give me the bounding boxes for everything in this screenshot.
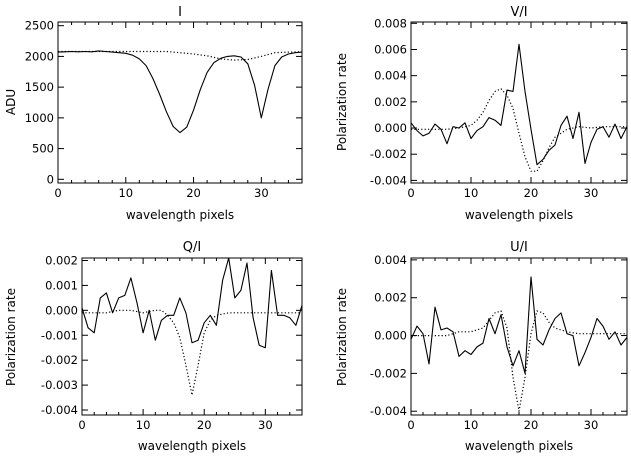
y-axis-label: Polarization rate xyxy=(335,288,349,386)
x-tick-label: 20 xyxy=(524,186,539,200)
y-tick-label: 0.004 xyxy=(374,69,407,83)
y-tick-label: 500 xyxy=(32,142,54,156)
observed-line xyxy=(57,50,303,134)
observed-line xyxy=(410,276,628,374)
observed-line xyxy=(81,257,303,349)
y-tick-label: 0.004 xyxy=(374,253,407,267)
x-axis-label: wavelength pixels xyxy=(138,439,246,453)
y-tick-label: 1000 xyxy=(25,111,54,125)
x-tick-label: 0 xyxy=(78,418,85,432)
panel-q-over-i: Q/I wavelength pixels Polarization rate … xyxy=(4,240,303,453)
plot-frame xyxy=(410,257,628,416)
observed-line xyxy=(410,43,628,166)
y-tick-label: 1500 xyxy=(25,80,54,94)
y-tick-label: -0.002 xyxy=(41,353,78,367)
y-tick-label: 0.001 xyxy=(45,278,78,292)
x-tick-label: 20 xyxy=(197,418,212,432)
y-axis-label: ADU xyxy=(4,89,18,115)
panel-title: V/I xyxy=(510,5,527,20)
y-tick-label: -0.004 xyxy=(370,404,407,418)
panel-title: Q/I xyxy=(183,240,201,255)
y-tick-label: 0.002 xyxy=(374,291,407,305)
panel-intensity: I wavelength pixels ADU 0 10 20 30 0 500 1000 1… xyxy=(4,5,303,222)
x-tick-label: 30 xyxy=(584,186,599,200)
y-tick-label: 0 xyxy=(47,172,54,186)
y-tick-label: 2500 xyxy=(25,19,54,33)
y-tick-label: 0.002 xyxy=(45,253,78,267)
y-tick-label: 0.000 xyxy=(374,121,407,135)
model-line xyxy=(411,88,627,172)
model-line xyxy=(411,310,627,412)
x-tick-label: 20 xyxy=(186,186,201,200)
x-tick-label: 30 xyxy=(254,186,269,200)
y-tick-label: 0.000 xyxy=(45,303,78,317)
x-tick-label: 10 xyxy=(464,418,479,432)
y-tick-label: -0.002 xyxy=(370,366,407,380)
x-axis-label: wavelength pixels xyxy=(465,208,573,222)
model-line xyxy=(82,309,302,396)
model-line xyxy=(58,50,303,61)
x-tick-label: 10 xyxy=(118,186,133,200)
x-tick-label: 30 xyxy=(584,418,599,432)
panel-title: U/I xyxy=(510,240,528,255)
y-axis-label: Polarization rate xyxy=(4,288,18,386)
x-axis-label: wavelength pixels xyxy=(465,439,573,453)
x-tick-label: 30 xyxy=(258,418,273,432)
panel-v-over-i: V/I wavelength pixels Polarization rate … xyxy=(335,5,628,222)
x-tick-label: 0 xyxy=(407,186,414,200)
y-tick-label: 0.006 xyxy=(374,42,407,56)
y-tick-label: 2000 xyxy=(25,49,54,63)
x-tick-label: 20 xyxy=(524,418,539,432)
y-tick-label: -0.004 xyxy=(370,173,407,187)
x-tick-label: 10 xyxy=(464,186,479,200)
y-tick-label: 0.000 xyxy=(374,329,407,343)
panel-u-over-i: U/I wavelength pixels Polarization rate … xyxy=(335,240,628,453)
plot-frame xyxy=(81,257,303,416)
x-tick-label: 0 xyxy=(407,418,414,432)
y-tick-label: -0.003 xyxy=(41,378,78,392)
y-tick-label: -0.004 xyxy=(41,403,78,417)
panel-title: I xyxy=(178,5,182,20)
y-axis-label: Polarization rate xyxy=(335,53,349,151)
x-axis-label: wavelength pixels xyxy=(126,208,234,222)
y-tick-label: 0.008 xyxy=(374,16,407,30)
x-tick-label: 0 xyxy=(54,186,61,200)
y-tick-label: -0.002 xyxy=(370,147,407,161)
y-tick-label: -0.001 xyxy=(41,328,78,342)
y-tick-label: 0.002 xyxy=(374,95,407,109)
x-tick-label: 10 xyxy=(136,418,151,432)
